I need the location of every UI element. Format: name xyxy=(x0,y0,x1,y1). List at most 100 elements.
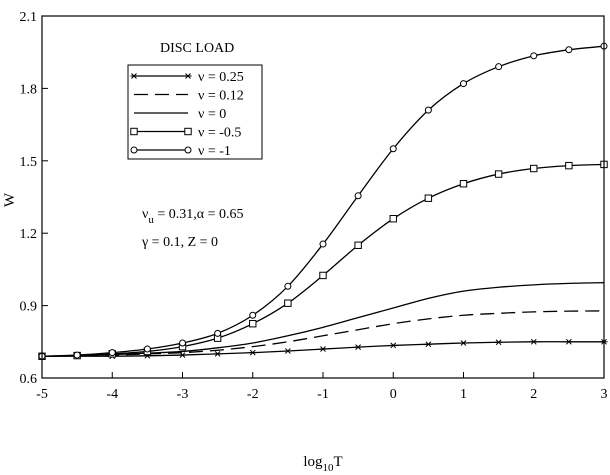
circle-marker xyxy=(130,146,138,154)
legend-label: ν = 0.12 xyxy=(198,89,244,104)
y-tick-label: 2.1 xyxy=(20,10,38,25)
circle-marker xyxy=(389,145,397,153)
x-tick-label: -5 xyxy=(36,387,48,402)
annotation-line-1: νu = 0.31,α = 0.65 xyxy=(142,207,243,226)
asterisk-marker xyxy=(184,73,192,79)
annotation-nu: ν xyxy=(142,207,148,222)
marker-stroke xyxy=(390,342,397,349)
circle-marker xyxy=(143,345,151,353)
square-marker xyxy=(530,164,538,173)
x-tick-label: -3 xyxy=(177,387,189,402)
asterisk-marker xyxy=(459,340,468,346)
y-axis-label: W xyxy=(2,192,18,207)
square-marker xyxy=(130,127,138,136)
x-tick-label: -4 xyxy=(106,387,118,402)
circle-marker xyxy=(73,351,81,359)
marker-stroke xyxy=(249,349,256,356)
marker-stroke xyxy=(495,339,502,346)
asterisk-marker xyxy=(354,344,362,350)
circle-marker xyxy=(214,329,222,337)
asterisk-marker xyxy=(284,348,292,354)
y-tick-label: 1.2 xyxy=(20,227,38,242)
square-marker xyxy=(184,127,192,136)
asterisk-marker xyxy=(214,350,222,357)
asterisk-marker xyxy=(130,73,138,79)
series-2 xyxy=(41,282,605,357)
x-axis-label-main: log xyxy=(303,454,323,470)
x-tick-label: 1 xyxy=(460,387,467,402)
legend-item: ν = 0.25 xyxy=(130,70,244,85)
marker-stroke xyxy=(566,338,572,345)
x-axis-label-suffix: T xyxy=(334,454,343,470)
series-line xyxy=(41,282,605,357)
ticks: -5 -4 -3 -2 -1 0 1 2 3 0.6 0.9 1.2 1.5 1.8 2.1 xyxy=(20,10,608,402)
x-axis-label-subscript: 10 xyxy=(323,462,335,474)
asterisk-marker xyxy=(495,339,503,346)
annotation-nu-subscript: u xyxy=(148,214,154,226)
square-marker xyxy=(459,180,468,188)
annotation-line-2: γ = 0.1, Z = 0 xyxy=(141,235,218,250)
circle-marker xyxy=(284,282,292,290)
asterisk-marker xyxy=(249,349,257,356)
x-tick-label: -2 xyxy=(247,387,259,402)
square-marker xyxy=(389,215,397,223)
y-tick-label: 1.8 xyxy=(20,82,38,97)
legend-item: ν = 0 xyxy=(134,107,226,122)
legend-label: ν = 0 xyxy=(198,107,226,122)
legend-box xyxy=(127,64,263,160)
marker-stroke xyxy=(214,350,221,357)
square-marker xyxy=(424,194,433,202)
legend: ν = 0.25 ν = 0.12 ν = 0 ν = -0.5 ν = -1 xyxy=(127,64,263,160)
annotation-line-1-rest: = 0.31,α = 0.65 xyxy=(154,207,244,222)
y-tick-label: 0.6 xyxy=(20,372,38,387)
marker-stroke xyxy=(185,73,191,79)
marker-stroke xyxy=(285,348,291,354)
legend-item: ν = -1 xyxy=(130,144,231,159)
legend-item: ν = 0.12 xyxy=(134,89,244,104)
circle-marker xyxy=(108,349,116,357)
circle-marker xyxy=(179,339,186,347)
marker-stroke xyxy=(131,73,137,79)
x-tick-label: 3 xyxy=(601,387,608,402)
asterisk-marker xyxy=(424,341,432,348)
circle-marker xyxy=(530,52,538,60)
asterisk-marker xyxy=(565,338,573,345)
square-marker xyxy=(249,320,257,328)
legend-item: ν = -0.5 xyxy=(130,126,241,141)
y-tick-label: 1.5 xyxy=(20,155,38,170)
asterisk-marker xyxy=(319,346,327,352)
circle-marker xyxy=(319,240,327,248)
x-tick-label: 2 xyxy=(530,387,537,402)
legend-label: ν = -1 xyxy=(198,144,231,159)
square-marker xyxy=(354,241,362,249)
square-marker xyxy=(494,170,503,178)
x-tick-label: 0 xyxy=(390,387,397,402)
marker-stroke xyxy=(320,346,326,352)
circle-marker xyxy=(460,80,467,88)
legend-label: ν = -0.5 xyxy=(198,126,241,141)
chart-title: DISC LOAD xyxy=(160,41,234,56)
marker-stroke xyxy=(179,352,186,358)
series-1 xyxy=(41,310,605,357)
x-tick-label: -1 xyxy=(317,387,329,402)
circle-marker xyxy=(495,63,503,71)
y-tick-label: 0.9 xyxy=(20,300,38,315)
circle-marker xyxy=(424,106,432,114)
circle-marker xyxy=(184,146,192,154)
marker-stroke xyxy=(355,344,361,350)
marker-stroke xyxy=(460,340,467,346)
circle-marker xyxy=(565,46,573,54)
legend-label: ν = 0.25 xyxy=(198,70,244,85)
square-marker xyxy=(565,161,573,170)
square-marker xyxy=(284,299,292,307)
circle-marker xyxy=(249,311,257,319)
marker-stroke xyxy=(530,338,537,345)
plot-lines xyxy=(38,42,608,360)
square-marker xyxy=(319,271,327,280)
legend-items: ν = 0.25 ν = 0.12 ν = 0 ν = -0.5 ν = -1 xyxy=(130,70,244,159)
circle-marker xyxy=(354,192,362,200)
asterisk-marker xyxy=(530,338,538,345)
series-line xyxy=(41,310,605,357)
